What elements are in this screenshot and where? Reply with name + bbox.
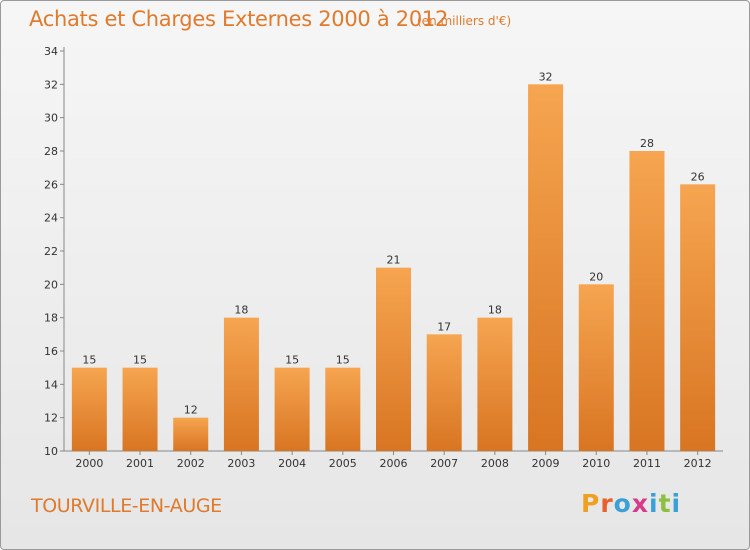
x-tick-label: 2005 [329, 457, 357, 470]
y-tick-label: 34 [44, 45, 58, 58]
logo-letter: o [613, 489, 632, 518]
bar [173, 417, 209, 451]
chart-subtitle: (en milliers d'€) [417, 14, 512, 28]
y-tick-label: 32 [44, 78, 58, 91]
x-tick-label: 2004 [278, 457, 306, 470]
data-label: 18 [234, 304, 248, 317]
proxiti-logo[interactable]: Proxiti [581, 489, 681, 518]
data-label: 15 [285, 354, 299, 367]
data-label: 26 [691, 170, 705, 183]
y-tick-label: 14 [44, 378, 58, 391]
city-name: TOURVILLE-EN-AUGE [31, 495, 222, 517]
bar [122, 367, 158, 451]
data-label: 15 [133, 354, 147, 367]
logo-letter: i [671, 489, 682, 518]
bar [629, 151, 665, 451]
x-tick-label: 2003 [227, 457, 255, 470]
y-tick-label: 12 [44, 412, 58, 425]
logo-letter: i [649, 489, 659, 518]
x-tick-label: 2011 [633, 457, 661, 470]
data-label: 21 [387, 254, 401, 267]
x-tick-label: 2007 [430, 457, 458, 470]
chart-labels: 2000 15 2001 15 2002 12 2003 18 2004 15 2005 15 2006… [75, 70, 711, 470]
x-tick-label: 2006 [380, 457, 408, 470]
bar [528, 84, 564, 451]
x-tick-label: 2000 [75, 457, 103, 470]
chart-axes: 10 12 14 16 18 20 22 24 26 28 30 32 34 [44, 45, 723, 458]
x-tick-label: 2009 [532, 457, 560, 470]
x-tick-label: 2012 [684, 457, 712, 470]
chart-bars [71, 84, 716, 452]
x-tick-label: 2008 [481, 457, 509, 470]
y-tick-label: 26 [44, 178, 58, 191]
y-tick-label: 16 [44, 345, 58, 358]
data-label: 12 [184, 404, 198, 417]
data-label: 18 [488, 304, 502, 317]
y-tick-label: 10 [44, 445, 58, 458]
logo-letter: x [631, 489, 649, 518]
y-tick-label: 20 [44, 278, 58, 291]
logo-letter: P [581, 489, 601, 518]
data-label: 15 [336, 354, 350, 367]
bar [71, 367, 107, 451]
chart-title: Achats et Charges Externes 2000 à 2012 [29, 7, 449, 31]
data-label: 20 [589, 270, 603, 283]
x-tick-label: 2010 [582, 457, 610, 470]
y-tick-label: 30 [44, 112, 58, 125]
y-tick-label: 28 [44, 145, 58, 158]
bar [477, 317, 513, 451]
data-label: 28 [640, 137, 654, 150]
x-tick-label: 2002 [177, 457, 205, 470]
data-label: 17 [437, 320, 451, 333]
x-tick-label: 2001 [126, 457, 154, 470]
data-label: 15 [82, 354, 96, 367]
logo-letter: t [658, 489, 672, 518]
bar [578, 284, 614, 451]
logo-letter: r [600, 489, 614, 518]
y-tick-label: 22 [44, 245, 58, 258]
bar [680, 184, 716, 452]
bar [325, 367, 361, 451]
bar [274, 367, 310, 451]
bar [223, 317, 259, 451]
data-label: 32 [539, 70, 553, 83]
bar [376, 267, 411, 451]
y-tick-label: 18 [44, 312, 58, 325]
bar [426, 334, 462, 451]
y-tick-label: 24 [44, 212, 58, 225]
